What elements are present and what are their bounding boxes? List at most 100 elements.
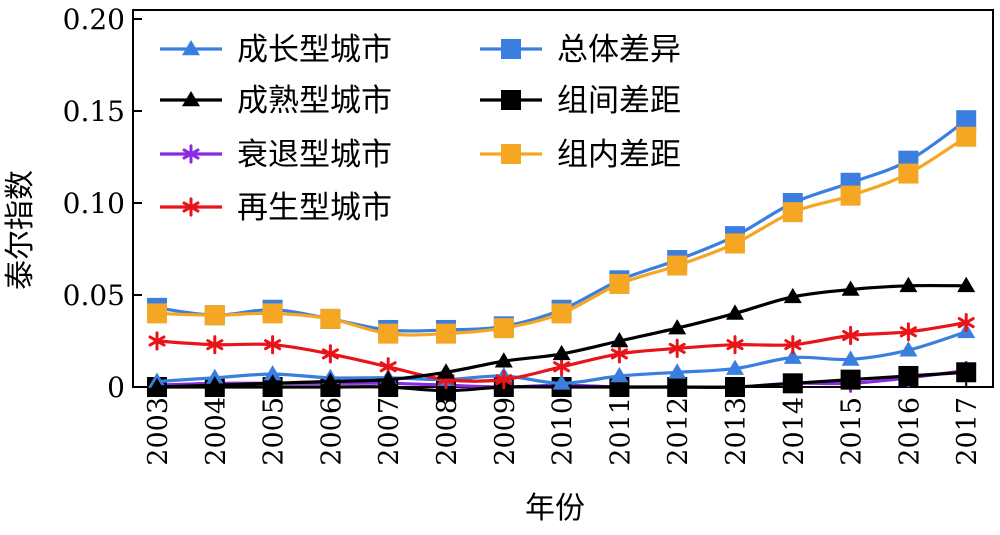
x-axis-label: 年份 bbox=[525, 491, 585, 526]
data-point bbox=[899, 276, 918, 293]
data-point bbox=[668, 363, 687, 379]
data-point bbox=[182, 40, 200, 56]
data-point bbox=[782, 202, 803, 223]
data-point bbox=[495, 370, 513, 390]
data-point bbox=[842, 325, 860, 346]
data-point bbox=[205, 376, 224, 392]
x-tick-label: 2011 bbox=[605, 397, 636, 466]
x-tick-label: 2012 bbox=[663, 397, 694, 466]
data-point bbox=[726, 304, 744, 320]
series-3 bbox=[148, 313, 975, 390]
data-point bbox=[262, 303, 283, 324]
y-tick-label: 0.20 bbox=[63, 3, 125, 36]
x-tick-label: 2017 bbox=[952, 397, 983, 466]
data-point bbox=[552, 344, 571, 361]
series-6 bbox=[147, 126, 977, 344]
x-tick-label: 2006 bbox=[316, 397, 347, 466]
data-point bbox=[264, 335, 282, 355]
data-point bbox=[147, 303, 167, 324]
data-point bbox=[725, 377, 745, 397]
legend-label: 组间差距 bbox=[557, 83, 681, 119]
data-point bbox=[784, 335, 802, 355]
x-tick-label: 2013 bbox=[721, 397, 752, 466]
data-point bbox=[610, 332, 629, 348]
legend-item: 再生型城市 bbox=[160, 190, 392, 226]
legend-item: 组间差距 bbox=[480, 83, 681, 119]
data-point bbox=[957, 276, 976, 293]
legend-item: 组内差距 bbox=[480, 137, 681, 173]
data-point bbox=[148, 378, 166, 394]
legend-label: 再生型城市 bbox=[237, 190, 392, 226]
data-point bbox=[668, 319, 687, 335]
data-point bbox=[726, 359, 744, 375]
data-point bbox=[263, 374, 282, 390]
legend-item: 成熟型城市 bbox=[160, 83, 392, 119]
y-tick-label: 0.05 bbox=[63, 279, 125, 312]
data-point bbox=[956, 110, 977, 131]
data-point bbox=[957, 313, 975, 333]
data-point bbox=[840, 369, 861, 390]
data-point bbox=[182, 91, 200, 107]
data-point bbox=[494, 352, 513, 368]
data-point bbox=[552, 374, 571, 390]
x-tick-label: 2003 bbox=[143, 397, 174, 466]
x-tick-label: 2009 bbox=[490, 397, 521, 466]
data-point bbox=[668, 338, 686, 358]
data-point bbox=[263, 365, 282, 381]
legend-label: 成长型城市 bbox=[237, 32, 392, 68]
data-point bbox=[726, 335, 744, 355]
data-point bbox=[841, 350, 860, 366]
data-point bbox=[320, 308, 341, 329]
x-tick-label: 2010 bbox=[548, 397, 579, 466]
data-point bbox=[956, 362, 977, 383]
x-tick-label: 2016 bbox=[894, 397, 925, 466]
x-tick-label: 2007 bbox=[374, 397, 405, 466]
data-point bbox=[436, 323, 456, 344]
data-point bbox=[609, 273, 630, 294]
data-point bbox=[437, 363, 455, 379]
data-point bbox=[321, 344, 339, 364]
y-tick-label: 0 bbox=[107, 371, 125, 404]
data-point bbox=[501, 90, 521, 110]
legend-label: 衰退型城市 bbox=[237, 137, 392, 173]
data-point bbox=[493, 318, 514, 339]
data-point bbox=[379, 370, 398, 386]
data-point bbox=[898, 365, 919, 386]
data-point bbox=[899, 322, 917, 342]
x-tick-label: 2015 bbox=[837, 397, 868, 466]
data-point bbox=[501, 144, 521, 164]
data-point bbox=[378, 323, 399, 344]
x-tick-label: 2005 bbox=[259, 397, 290, 466]
legend-label: 组内差距 bbox=[557, 137, 681, 173]
y-axis-label: 泰尔指数 bbox=[3, 170, 38, 290]
data-point bbox=[667, 377, 688, 397]
data-point bbox=[783, 348, 802, 364]
data-point bbox=[148, 331, 166, 351]
legend-label: 总体差异 bbox=[557, 32, 681, 68]
data-point bbox=[610, 366, 629, 383]
data-point bbox=[840, 185, 861, 206]
data-point bbox=[667, 255, 688, 276]
series-1 bbox=[148, 276, 976, 394]
data-point bbox=[610, 344, 628, 364]
x-tick-label: 2004 bbox=[201, 397, 232, 466]
x-tick-label: 2008 bbox=[432, 397, 463, 466]
x-tick-label: 2014 bbox=[779, 397, 810, 466]
data-point bbox=[956, 126, 977, 147]
data-point bbox=[551, 303, 572, 324]
legend-item: 衰退型城市 bbox=[160, 137, 392, 173]
y-tick-label: 0.10 bbox=[63, 187, 125, 220]
data-point bbox=[321, 372, 340, 388]
data-point bbox=[899, 341, 918, 357]
data-point bbox=[725, 233, 745, 254]
data-point bbox=[783, 287, 802, 304]
data-point bbox=[841, 280, 860, 296]
y-tick-label: 0.15 bbox=[63, 95, 125, 128]
data-point bbox=[553, 357, 571, 377]
data-point bbox=[182, 197, 200, 217]
legend-label: 成熟型城市 bbox=[237, 83, 392, 119]
data-point bbox=[782, 373, 803, 394]
data-point bbox=[501, 39, 521, 59]
